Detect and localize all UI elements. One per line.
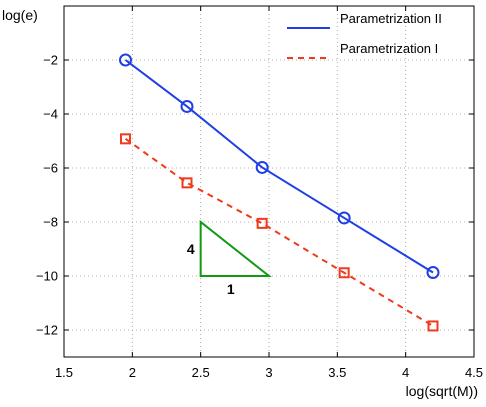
- y-tick-label: −8: [43, 215, 58, 230]
- x-axis-label: log(sqrt(M)): [406, 383, 478, 399]
- legend-entry: Parametrization II: [287, 11, 442, 29]
- x-tick-label: 3.5: [328, 365, 346, 380]
- axis-labels: log(e) log(sqrt(M)): [2, 7, 478, 399]
- slope-triangle-shape: [199, 219, 272, 277]
- slope-horizontal-label: 1: [227, 281, 235, 297]
- data-point: [119, 53, 132, 67]
- x-tick-label: 3: [265, 365, 272, 380]
- y-axis-label: log(e): [2, 7, 38, 23]
- slope-vertical-label: 4: [187, 241, 195, 257]
- data-point: [427, 320, 439, 332]
- data-point: [181, 177, 193, 189]
- y-tick-label: −4: [43, 107, 58, 122]
- x-tick-label: 2.5: [192, 365, 210, 380]
- legend-label: Parametrization I: [340, 41, 438, 56]
- series-2: [120, 133, 439, 332]
- x-tick-label: 4: [402, 365, 409, 380]
- axes: 1.5 2 2.5 3 3.5 4 4.5 −12 −10 −8 −6 −4 −2: [36, 5, 483, 380]
- data-point: [255, 160, 269, 174]
- y-tick-label: −10: [36, 269, 58, 284]
- series-line: [124, 59, 434, 274]
- data-point: [120, 133, 131, 145]
- data-point: [256, 217, 268, 229]
- legend-label: Parametrization II: [340, 11, 442, 26]
- data-point: [338, 267, 350, 279]
- data-point: [426, 265, 440, 279]
- data-series: [119, 53, 440, 332]
- x-tick-label: 2: [129, 365, 136, 380]
- x-tick-label: 4.5: [465, 365, 483, 380]
- data-point: [180, 99, 194, 113]
- series-line: [124, 138, 434, 327]
- series-1: [119, 53, 440, 279]
- slope-triangle: 41: [187, 219, 272, 297]
- grid-lines: [64, 6, 474, 357]
- y-tick-label: −2: [43, 53, 58, 68]
- data-point: [337, 211, 351, 225]
- x-tick-label: 1.5: [55, 365, 73, 380]
- y-tick-label: −6: [43, 161, 58, 176]
- y-tick-label: −12: [36, 323, 58, 338]
- legend: Parametrization II Parametrization I: [287, 11, 442, 59]
- legend-entry: Parametrization I: [287, 41, 438, 59]
